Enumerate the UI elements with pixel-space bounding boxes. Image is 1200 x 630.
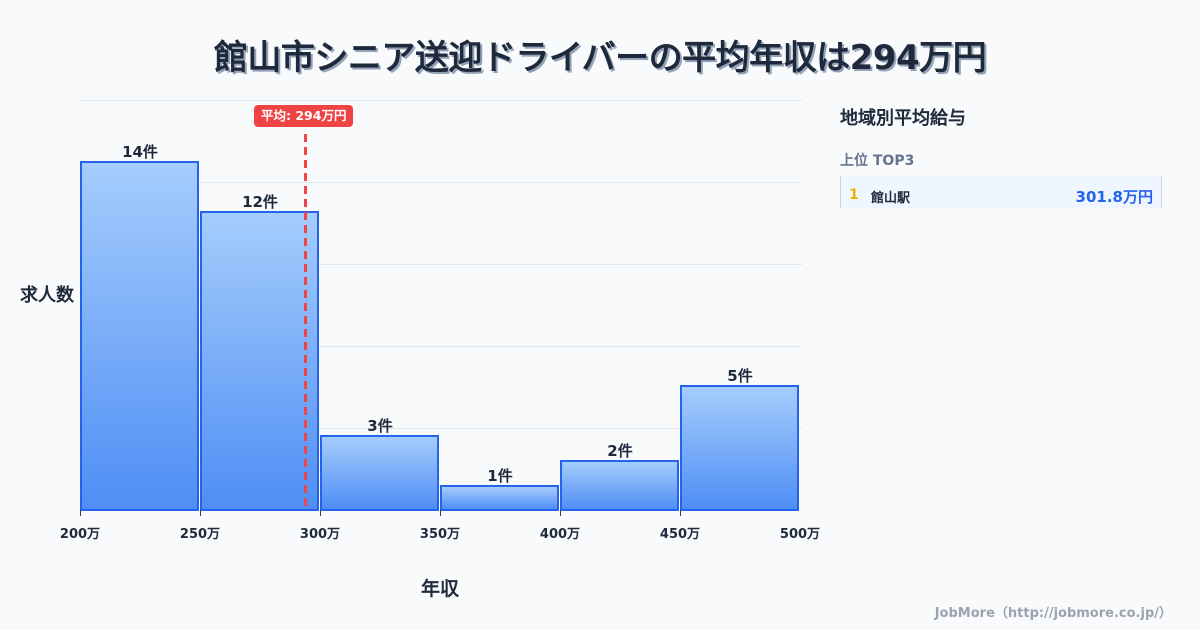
page-title: 館山市シニア送迎ドライバーの平均年収は294万円 <box>213 38 987 78</box>
bar-450-500 <box>680 385 799 511</box>
bar-value-label: 14件 <box>122 143 158 161</box>
x-tick <box>200 510 201 516</box>
gridline <box>80 346 802 347</box>
gridline <box>80 264 802 265</box>
regional-salary-panel: 地域別平均給与 上位 TOP3 1 館山駅 301.8万円 <box>840 104 1162 208</box>
x-tick <box>440 510 441 516</box>
panel-title: 地域別平均給与 <box>840 108 966 129</box>
rank-salary-value: 301.8万円 <box>1075 188 1153 206</box>
x-tick-label: 250万 <box>179 527 221 542</box>
y-axis-label: 求人数 <box>20 285 74 306</box>
bar-400-450 <box>560 460 679 511</box>
gridline <box>80 182 802 183</box>
gridline <box>80 428 802 429</box>
x-tick <box>680 510 681 516</box>
ranking-row: 1 館山駅 301.8万円 <box>840 176 1162 208</box>
bar-value-label: 2件 <box>607 442 633 460</box>
rank-area-name: 館山駅 <box>871 191 911 206</box>
gridline <box>80 100 802 101</box>
bar-value-label: 5件 <box>727 367 753 385</box>
x-tick-label: 300万 <box>299 527 341 542</box>
x-tick-label: 500万 <box>779 527 821 542</box>
footer-credit: JobMore（http://jobmore.co.jp/） <box>934 606 1172 621</box>
x-tick-label: 450万 <box>659 527 701 542</box>
x-tick-label: 350万 <box>419 527 461 542</box>
mean-line <box>304 134 307 510</box>
x-tick-label: 400万 <box>539 527 581 542</box>
x-tick <box>320 510 321 516</box>
x-tick <box>80 510 81 516</box>
bar-value-label: 3件 <box>367 417 393 435</box>
x-tick-label: 200万 <box>59 527 101 542</box>
bar-value-label: 1件 <box>487 467 513 485</box>
bar-200-250 <box>80 161 199 511</box>
bar-250-300 <box>200 211 319 511</box>
x-axis-label: 年収 <box>420 578 459 600</box>
bar-value-label: 12件 <box>242 193 278 211</box>
bar-300-350 <box>320 435 439 511</box>
x-tick <box>560 510 561 516</box>
histogram-chart: 求人数 14件 12件 3件 1件 2件 5件 平均: 294万円 200万 2… <box>20 100 820 600</box>
mean-badge: 平均: 294万円 <box>254 105 354 127</box>
bar-350-400 <box>440 485 559 511</box>
panel-subtitle: 上位 TOP3 <box>840 153 915 169</box>
rank-number: 1 <box>849 187 859 203</box>
